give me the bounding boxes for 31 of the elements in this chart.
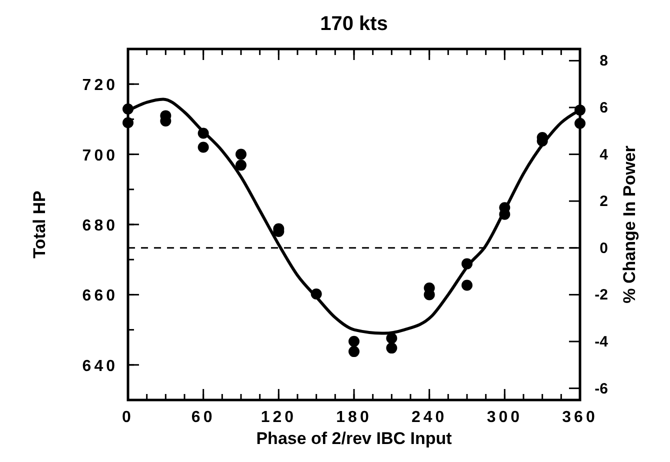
x-tick-label: 240 (411, 409, 448, 426)
x-tick-label: 300 (486, 409, 523, 426)
y-axis-title: Total HP (30, 190, 49, 258)
y2-tick-label: 4 (600, 146, 609, 164)
point (348, 336, 360, 347)
y2-tick-label: 6 (600, 100, 608, 116)
point (462, 280, 472, 291)
point (386, 342, 398, 354)
x-tick-label: 60 (191, 409, 216, 426)
x-tick-label: 360 (562, 409, 598, 426)
point (198, 142, 209, 153)
y2-axis-title: % Change In Power (620, 145, 639, 304)
chart-title: 170 kts (320, 13, 388, 35)
point (236, 148, 246, 160)
point (236, 160, 246, 171)
y-tick-label: 680 (82, 218, 118, 234)
y2-tick-label: 0 (600, 240, 608, 257)
y-tick-label: 720 (82, 77, 118, 94)
x-tick-label: 0 (122, 409, 134, 426)
x-axis-title: Phase of 2/rev IBC Input (256, 429, 452, 448)
y2-tick-label: 8 (600, 52, 608, 70)
y-tick-label: 700 (82, 147, 118, 164)
y2-tick-label: -4 (594, 334, 609, 350)
point (348, 346, 360, 358)
x-tick-label: 180 (336, 409, 372, 426)
y2-tick-label: -6 (594, 380, 608, 398)
y2-tick-label: -2 (594, 286, 608, 304)
y-tick-label: 660 (82, 288, 118, 305)
y2-tick-label: 2 (600, 193, 608, 210)
y-tick-label: 640 (82, 358, 118, 375)
x-tick-label: 120 (260, 409, 297, 426)
